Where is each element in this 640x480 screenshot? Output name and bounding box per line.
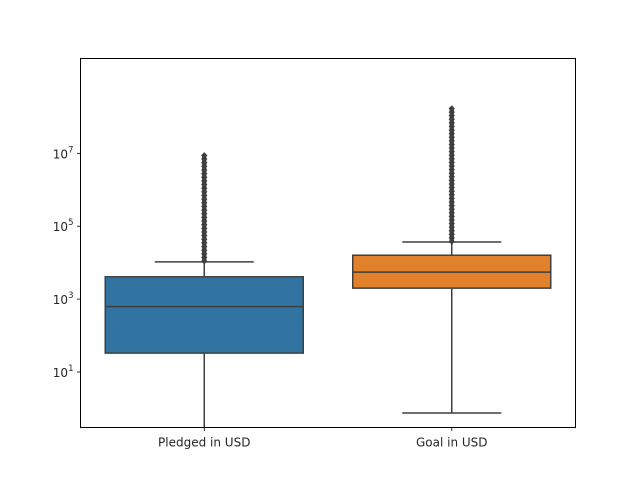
outlier-point [448, 141, 455, 148]
outlier-point [201, 225, 208, 232]
outlier-point [448, 231, 455, 238]
outlier-point [201, 243, 208, 250]
outlier-point [201, 177, 208, 185]
box-iqr [104, 276, 304, 354]
outlier-point [201, 152, 208, 159]
y-tick-label: 101 [53, 364, 74, 380]
outlier-point [448, 220, 455, 227]
outlier-point [448, 184, 455, 191]
y-axis: 101 103 105 107 [53, 145, 81, 380]
outlier-point [201, 166, 208, 174]
outlier-point [201, 203, 208, 210]
outlier-point [201, 192, 208, 199]
outlier-point [448, 126, 455, 134]
outlier-point [201, 206, 208, 214]
outlier-point [448, 148, 455, 155]
outlier-point [448, 134, 455, 141]
outlier-point [201, 174, 208, 181]
outlier-point [201, 163, 208, 170]
outlier-point [201, 181, 208, 188]
outlier-point [201, 232, 208, 239]
outlier-point [201, 247, 208, 254]
y-tick-label: 103 [53, 291, 74, 307]
outlier-point [201, 184, 208, 192]
box-layer [104, 105, 552, 428]
outlier-point [201, 155, 208, 163]
outlier-point [448, 144, 455, 152]
outlier-point [448, 130, 455, 137]
outlier-point [448, 119, 455, 127]
outlier-point [201, 159, 208, 166]
outlier-point [201, 170, 208, 177]
outlier-point [448, 155, 455, 163]
outlier-markers [201, 152, 208, 265]
outlier-point [201, 217, 208, 225]
outlier-point [201, 239, 208, 247]
outlier-point [448, 116, 455, 123]
outlier-point [201, 214, 208, 221]
outlier-point [448, 227, 455, 234]
outlier-point [448, 209, 455, 216]
outlier-point [201, 228, 208, 236]
outlier-point [448, 195, 455, 202]
outlier-point [448, 205, 455, 213]
x-tick-label: Goal in USD [416, 436, 488, 450]
outlier-point [201, 210, 208, 217]
outlier-point [448, 170, 455, 177]
outlier-point [448, 238, 455, 245]
outlier-point [448, 159, 455, 166]
outlier-point [448, 213, 455, 220]
outlier-point [448, 173, 455, 181]
outlier-point [448, 216, 455, 224]
outlier-point [201, 188, 208, 196]
outlier-markers [448, 105, 455, 245]
outlier-point [201, 250, 208, 258]
x-tick-label: Pledged in USD [158, 436, 250, 450]
outlier-point [201, 257, 208, 265]
outlier-point [448, 108, 455, 116]
x-axis: Pledged in USD Goal in USD [158, 427, 488, 450]
outlier-point [201, 199, 208, 206]
outlier-point [448, 123, 455, 130]
outlier-point [448, 187, 455, 195]
outlier-point [201, 236, 208, 243]
outlier-point [448, 105, 455, 112]
outlier-point [448, 234, 455, 242]
outlier-point [448, 112, 455, 119]
outlier-point [448, 152, 455, 159]
outlier-point [448, 198, 455, 206]
box-group-1 [104, 152, 304, 428]
outlier-point [448, 191, 455, 198]
axes-frame [80, 58, 576, 428]
outlier-point [201, 221, 208, 228]
y-tick-label: 107 [53, 145, 74, 161]
outlier-point [448, 177, 455, 184]
outlier-point [448, 180, 455, 188]
outlier-point [448, 137, 455, 145]
outlier-point [448, 223, 455, 231]
outlier-point [448, 202, 455, 209]
box-group-2 [352, 105, 552, 414]
outlier-point [448, 166, 455, 173]
outlier-point [201, 254, 208, 261]
outlier-point [448, 162, 455, 170]
outlier-point [201, 195, 208, 203]
y-tick-label: 105 [53, 218, 74, 234]
